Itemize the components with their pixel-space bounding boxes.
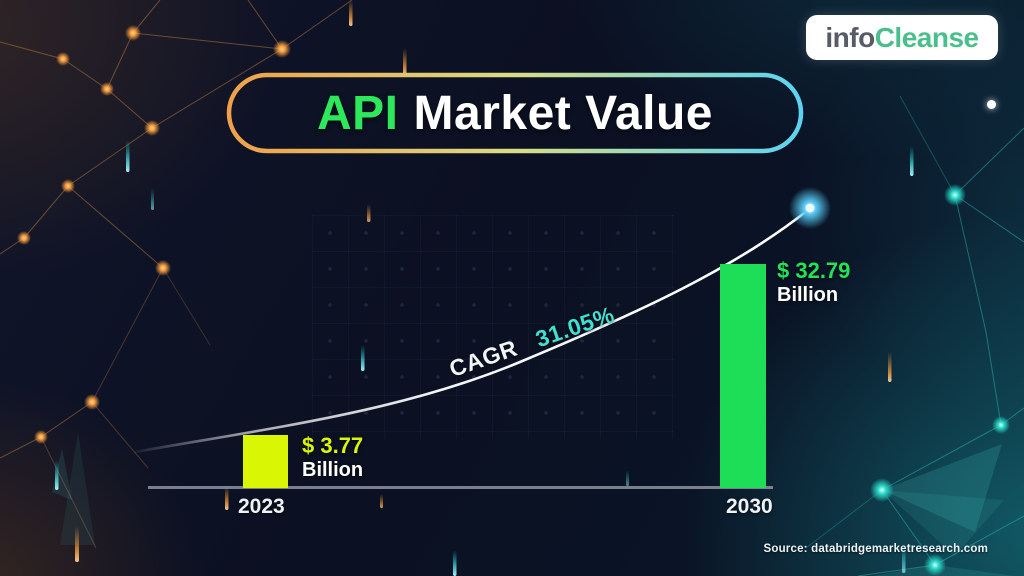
value-unit-2023: Billion <box>302 458 364 481</box>
value-label-2030: $ 32.79 Billion <box>777 258 851 306</box>
decorative-white-dot <box>987 100 996 109</box>
year-label-2030: 2030 <box>726 495 773 518</box>
source-attribution: Source: databridgemarketresearch.com <box>763 543 988 555</box>
value-amount-2030: $ 32.79 <box>777 258 851 283</box>
value-unit-2030: Billion <box>777 283 839 306</box>
title-rest: Market Value <box>413 86 713 140</box>
title-highlight: API <box>317 86 399 140</box>
light-streaks <box>55 0 914 576</box>
x-axis-line <box>148 486 773 489</box>
logo-text-info: info <box>825 21 875 53</box>
orange-plexus-nodes <box>17 25 291 444</box>
curve-endpoint-dot <box>805 203 815 213</box>
value-amount-2023: $ 3.77 <box>302 433 364 458</box>
grid-dots <box>312 215 674 439</box>
infocleanse-logo: info Cleanse <box>806 15 998 60</box>
bar-2023 <box>243 435 288 488</box>
title-pill-border <box>226 72 804 154</box>
page-title: API Market Value <box>229 75 801 151</box>
orange-plexus-network <box>0 0 353 549</box>
value-label-2023: $ 3.77 Billion <box>302 433 364 481</box>
teal-plexus-nodes <box>870 184 1010 576</box>
year-label-2023: 2023 <box>238 495 285 518</box>
growth-curve <box>133 208 810 454</box>
logo-text-cleanse: Cleanse <box>874 21 979 53</box>
bar-2030 <box>720 264 766 488</box>
